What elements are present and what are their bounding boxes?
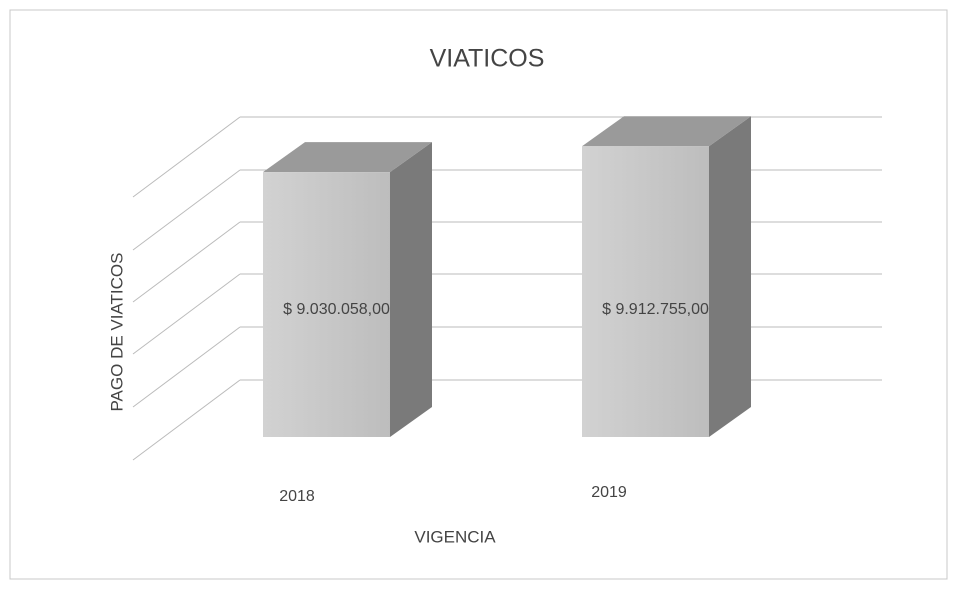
y-axis-label: PAGO DE VIATICOS — [107, 252, 126, 411]
x-axis-label: VIGENCIA — [414, 527, 496, 546]
x-tick-label: 2018 — [279, 488, 315, 505]
bar-side — [390, 142, 432, 438]
bar-top — [263, 142, 432, 173]
chart-title: VIATICOS — [430, 45, 545, 73]
bar-side — [709, 116, 751, 437]
bar — [582, 146, 709, 437]
chart-border — [9, 9, 948, 580]
data-label: $ 9.030.058,00 — [283, 301, 390, 318]
bar-top — [582, 116, 751, 147]
x-tick-label: 2019 — [591, 484, 627, 501]
gridlines — [132, 116, 882, 461]
data-label: $ 9.912.755,00 — [602, 301, 709, 318]
bar — [263, 172, 390, 438]
